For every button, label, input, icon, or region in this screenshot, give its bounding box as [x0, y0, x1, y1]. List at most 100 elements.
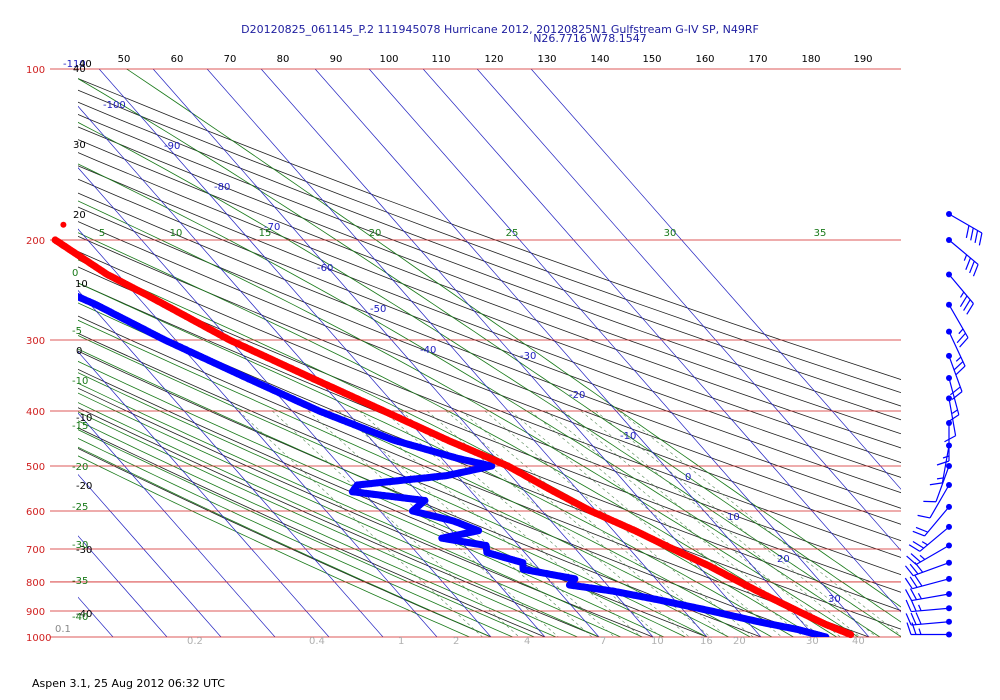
moist-adiabat-line — [78, 259, 816, 637]
pressure-label: 300 — [26, 336, 45, 347]
wind-barb — [946, 328, 966, 376]
dry-adiabats — [78, 78, 901, 637]
top-axis-label: 140 — [590, 54, 609, 65]
isotherm-line — [78, 167, 492, 637]
dewpoint-point — [16, 272, 23, 279]
wind-barb — [917, 481, 952, 519]
top-axis-label: 190 — [853, 54, 872, 65]
dry-adiabat-line — [78, 89, 901, 394]
wind-barb — [906, 542, 952, 565]
dry-adiabat-line — [78, 448, 492, 637]
mixing-ratio-label: 0.1 — [55, 624, 71, 635]
dry-adiabat-line — [78, 221, 901, 542]
wind-barb-shaft — [919, 526, 950, 552]
moist-adiabats — [78, 69, 901, 637]
isobars — [50, 68, 901, 638]
dewpoint-point — [44, 280, 51, 287]
top-axis-label: 60 — [171, 54, 184, 65]
wind-barb-flag — [970, 227, 974, 241]
wind-barb-half-flag — [918, 604, 922, 611]
moist-adiabat-line — [78, 163, 881, 637]
wind-barb-flag — [912, 530, 925, 537]
dewpoint-point — [69, 291, 76, 298]
moist-left-label: -15 — [72, 421, 88, 432]
dry-adiabat-line — [78, 78, 901, 380]
dewpoint-point — [50, 282, 57, 289]
wind-barb — [946, 236, 979, 277]
wind-barb-half-flag — [958, 328, 964, 335]
wind-barb-shaft — [948, 274, 974, 304]
isotherm-line — [78, 596, 114, 637]
wind-barb — [946, 271, 974, 315]
dry-adiabat-label: -20 — [76, 481, 92, 492]
moist-left-label: -40 — [72, 612, 88, 623]
temperature-point — [847, 630, 855, 639]
mixing-ratio-label: 40 — [852, 636, 865, 647]
mixing-ratio-label: 30 — [806, 636, 819, 647]
wind-barb-half-flag — [951, 409, 958, 414]
wind-barb-shaft — [948, 355, 963, 392]
dewpoint-point — [31, 276, 38, 283]
dewpoint-point — [35, 278, 42, 285]
mixing-ratio-label: 20 — [733, 636, 746, 647]
dewpoint-point — [21, 274, 28, 281]
dewpoint-point — [822, 633, 830, 637]
moist-adiabat-line — [78, 455, 470, 637]
dry-adiabat-line — [78, 350, 762, 637]
wind-barb-flag — [929, 482, 943, 486]
moist-adiabat-line — [78, 78, 901, 623]
wind-barb-shaft — [948, 213, 983, 234]
isotherm-line — [98, 69, 600, 637]
wind-barb-flag — [906, 555, 917, 565]
dry-adiabat-line — [78, 152, 901, 463]
top-axis-label: 40 — [79, 59, 92, 70]
moist-left-label: -20 — [72, 462, 88, 473]
isotherm-label: -70 — [264, 222, 280, 233]
wind-barb-flag — [904, 565, 914, 577]
wind-barb-shaft — [911, 593, 950, 602]
dewpoint-point — [57, 285, 64, 292]
chart-subtitle: N26.7716 W78.1547 — [533, 32, 647, 45]
wind-barb-flag — [969, 260, 975, 274]
wind-barb-shaft — [948, 304, 969, 338]
wind-barb-half-flag — [959, 291, 965, 298]
mixing-ratio-label: 0.2 — [187, 636, 203, 647]
wind-barb-flag — [905, 613, 912, 626]
dry-adiabat-line — [78, 315, 870, 637]
pressure-label: 1000 — [26, 633, 51, 644]
top-axis-label: 170 — [748, 54, 767, 65]
moist-adiabat-line — [78, 360, 686, 637]
dry-adiabat-label: 20 — [73, 210, 86, 221]
isotherm-label: 0 — [685, 472, 691, 483]
wind-barb-shaft — [948, 377, 960, 415]
temperature-trace — [51, 221, 855, 639]
isotherm-label: 20 — [777, 554, 790, 565]
dewpoint-point — [59, 286, 66, 293]
wind-barb-flag — [965, 257, 972, 270]
moist-adiabat-label: 10 — [170, 228, 183, 239]
wind-barb-flag — [944, 435, 956, 443]
isotherm-line — [314, 69, 816, 637]
isotherm-label: -90 — [164, 141, 180, 152]
chart-title: D20120825_061145_P.2 111945078 Hurricane… — [241, 23, 759, 36]
wind-barb-flag — [909, 563, 919, 575]
wind-barb-half-flag — [955, 356, 962, 362]
wind-barb-half-flag — [919, 554, 926, 560]
wind-barb-shaft — [924, 506, 950, 537]
wind-barb — [929, 442, 952, 486]
moist-adiabat-label: 5 — [99, 228, 105, 239]
wind-barb-flag — [912, 540, 925, 549]
isotherm-line — [368, 69, 870, 637]
dewpoint-point — [42, 280, 49, 287]
dry-adiabat-line — [78, 206, 901, 525]
wind-barb-flag — [904, 577, 913, 590]
isotherm-line — [78, 351, 330, 637]
dewpoint-point — [33, 277, 40, 284]
wind-barb-flag — [956, 332, 966, 344]
dewpoint-point — [39, 279, 46, 286]
moist-adiabat-label: 30 — [664, 228, 677, 239]
moist-left-label: -25 — [72, 502, 88, 513]
pressure-label: 800 — [26, 578, 45, 589]
wind-barb — [912, 503, 952, 537]
